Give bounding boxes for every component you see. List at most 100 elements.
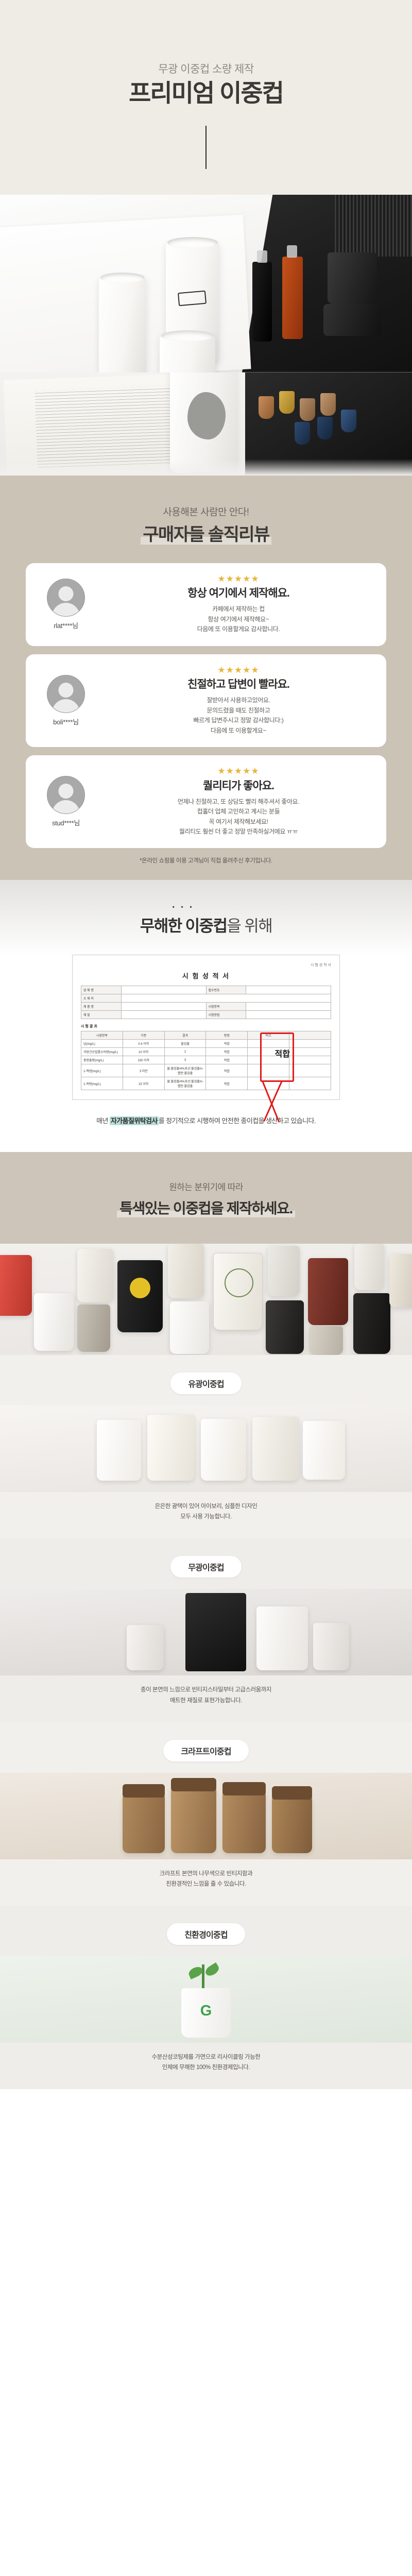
review-headline: 항상 여기에서 제작해요.: [187, 587, 290, 600]
report-caption: 매년 자가품질위탁검사 를 정기적으로 시행하여 안전한 종이컵을 생산하고 있습…: [0, 1115, 412, 1127]
star-rating-icon: ★★★★★: [217, 665, 260, 675]
cup-ivory: [77, 1249, 113, 1303]
category-desc-eco: 수분산성코팅제를 가면으로 리사이클링 가능한 인체에 무해한 100% 친환경…: [151, 2054, 261, 2071]
syrup-bottle-amber: [282, 245, 303, 339]
cup-grey: [77, 1304, 110, 1352]
reviews-title: 구매자들 솔직리뷰: [143, 524, 270, 545]
reviewer-info: stud****님: [39, 776, 93, 827]
caption-post: 를 정기적으로 시행하여 안전한 종이컵을 생산하고 있습니다.: [158, 1117, 316, 1125]
reviewer-name: boli****님: [53, 718, 79, 726]
review-card[interactable]: boli****님 ★★★★★ 친절하고 답변이 빨라요. 잘받아서 사용하고있…: [26, 654, 386, 748]
product-detail-page: 무광 이중컵 소량 제작 프리미엄 이중컵 사용해본 사람만 안다: [0, 0, 412, 2089]
reviewer-info: rlat****님: [39, 579, 93, 630]
category-section-gloss: 유광이중컵 은은한 광택이 있어 아이보리, 심플한 디자인 모두 사용 가능합…: [0, 1355, 412, 1539]
row-label: 과망간산칼륨소비량(mg/L): [81, 1047, 123, 1057]
category-desc-matte: 종이 본연의 느낌으로 빈티지스타일부터 고급스러움까지 매트한 재질로 표현가…: [140, 1687, 272, 1704]
category-desc-kraft: 크라프트 본연의 나무색으로 빈티지함과 친환경적인 느낌을 줄 수 있습니다.: [159, 1870, 253, 1887]
avatar: [47, 776, 85, 815]
category-image-eco: G: [0, 1956, 412, 2043]
review-text: 언제나 친절하고, 또 상담도 빨리 해주셔서 좋아요. 컵홀더 업체 고민하고…: [177, 798, 300, 836]
review-headline: 퀄리티가 좋아요.: [203, 779, 274, 792]
cup-taupe: [309, 1326, 343, 1355]
review-text: 잘받아서 사용하고있어요. 문의드렸을 때도 친절하고 빠르게 답변주시고 정말…: [193, 697, 284, 734]
review-card[interactable]: stud****님 ★★★★★ 퀄리티가 좋아요. 언제나 친절하고, 또 상담…: [26, 755, 386, 849]
coffee-capsule-rack: [245, 372, 412, 476]
review-headline: 친절하고 답변이 빨라요.: [187, 679, 290, 691]
caption-pre: 매년: [96, 1117, 110, 1125]
row-label: 총용출량(mg/L): [81, 1056, 123, 1065]
doc-info-table: 업 체 명 접수번호 소 재 지 제 품 명 시험항목 재 질 시험방법: [81, 986, 332, 1020]
mood-title-wrap: 특색있는 이중컵을 제작하세요.: [117, 1197, 295, 1218]
cup-black2: [353, 1293, 390, 1354]
cup-variety-collage: [0, 1244, 412, 1355]
category-label-kraft: 크라프트이중컵: [163, 1739, 249, 1761]
caption-highlight: 자가품질위탁검사: [109, 1116, 159, 1126]
cup-charcoal: [266, 1300, 304, 1354]
avatar: [47, 579, 85, 617]
test-report-document: 시 험 성 적 서 시 험 성 적 서 업 체 명 접수번호 소 재 지 제 품 …: [72, 955, 340, 1123]
cup-offwhite: [354, 1244, 384, 1291]
mood-subtitle: 원하는 분위기에 따라: [169, 1182, 243, 1193]
black-canister: [323, 303, 381, 336]
title-highlight: [141, 536, 271, 545]
avatar: [47, 674, 85, 713]
pass-stamp-text: 적합: [274, 1050, 290, 1059]
red-highlight-box: [260, 1032, 294, 1082]
report-title: 무해한 이중컵을 위해: [0, 913, 412, 936]
product-photo-main: [0, 194, 412, 372]
sprout-stem: [202, 1964, 204, 1991]
doc-title: 시 험 성 적 서: [182, 972, 230, 980]
category-desc-gloss: 은은한 광택이 있어 아이보리, 심플한 디자인 모두 사용 가능합니다.: [154, 1503, 258, 1520]
double-wall-cup-front: [160, 330, 215, 372]
mood-banner-section: 원하는 분위기에 따라 특색있는 이중컵을 제작하세요.: [0, 1152, 412, 1244]
cup-white: [34, 1293, 74, 1351]
category-section-kraft: 크라프트이중컵 크라프트 본연의 나무색으로 빈티지함과 친환경적인 느낌을 줄…: [0, 1722, 412, 1906]
category-image-kraft: [0, 1772, 412, 1859]
reviewer-info: boli****님: [39, 674, 93, 726]
coffee-machine: [185, 1593, 246, 1672]
star-rating-icon: ★★★★★: [217, 573, 260, 584]
cup-sand: [389, 1254, 412, 1308]
category-section-eco: 친환경이중컵 G 수분산성코팅제를 가면으로 리사이클링 가능한 인체에 무해한…: [0, 1905, 412, 2090]
black-pitcher: [328, 252, 377, 304]
double-wall-cup-small: [99, 272, 146, 372]
reviews-title-wrap: 구매자들 솔직리뷰: [141, 520, 271, 546]
leaf-right: [203, 1962, 221, 1978]
doc-section-label: 시 험 결 과: [81, 1025, 97, 1029]
page-title: 프리미엄 이중컵: [129, 79, 284, 107]
reviewer-name: stud****님: [52, 819, 80, 827]
review-text: 카페에서 제작하는 컵 항상 여기에서 제작해요~ 다음에 또 이용할게요 감사…: [197, 605, 280, 633]
printed-double-wall-cup: [170, 372, 237, 473]
category-section-matte: 무광이중컵 종이 본연의 느낌으로 빈티지스타일부터 고급스러움까지 매트한 재…: [0, 1538, 412, 1722]
review-card[interactable]: rlat****님 ★★★★★ 항상 여기에서 제작해요. 카페에서 제작하는 …: [26, 563, 386, 646]
product-photo-detail: [0, 372, 412, 476]
hero-subtitle: 무광 이중컵 소량 제작: [158, 63, 254, 75]
category-image-gloss: [0, 1405, 412, 1493]
category-label-matte: 무광이중컵: [170, 1556, 242, 1578]
doc-header-meta: 시 험 성 적 서: [311, 963, 331, 968]
cup-maroon: [308, 1258, 348, 1326]
reviews-subtitle: 사용해본 사람만 안다!: [163, 506, 249, 518]
star-rating-icon: ★★★★★: [217, 766, 260, 776]
hero-divider-line: [205, 125, 207, 169]
reviews-section: 사용해본 사람만 안다! 구매자들 솔직리뷰 rlat****님 ★★★★★ 항…: [0, 475, 412, 880]
mood-title: 특색있는 이중컵을 제작하세요.: [119, 1200, 293, 1217]
row-label: 1-헥센(mg/L): [81, 1064, 123, 1078]
category-label-eco: 친환경이중컵: [167, 1923, 245, 1945]
category-label-gloss: 유광이중컵: [170, 1372, 242, 1395]
eco-cup-with-plant: G: [181, 1988, 231, 2038]
hero-section: 무광 이중컵 소량 제작 프리미엄 이중컵: [0, 0, 412, 195]
syrup-bottle-dark: [252, 250, 272, 342]
title-highlight: [117, 1211, 295, 1218]
cup-logo-dot: [130, 1278, 150, 1299]
row-label: 1-옥텐(mg/L): [81, 1077, 123, 1091]
cup-plain-white: [170, 1301, 209, 1354]
cup-circle-print: [225, 1268, 253, 1298]
emphasis-dots: 무해한 이중컵: [140, 913, 228, 936]
report-title-suffix: 을 위해: [227, 917, 272, 936]
reviews-disclaimer: *온라인 쇼핑몰 이용 고객님이 직접 올려주신 후기입니다.: [140, 858, 272, 865]
reviewer-name: rlat****님: [54, 622, 78, 630]
cup-cream: [168, 1244, 204, 1299]
quality-report-section: 무해한 이중컵을 위해 시 험 성 적 서 시 험 성 적 서 업 체 명접수번…: [0, 880, 412, 1153]
cup-logo-mark: [177, 290, 207, 306]
